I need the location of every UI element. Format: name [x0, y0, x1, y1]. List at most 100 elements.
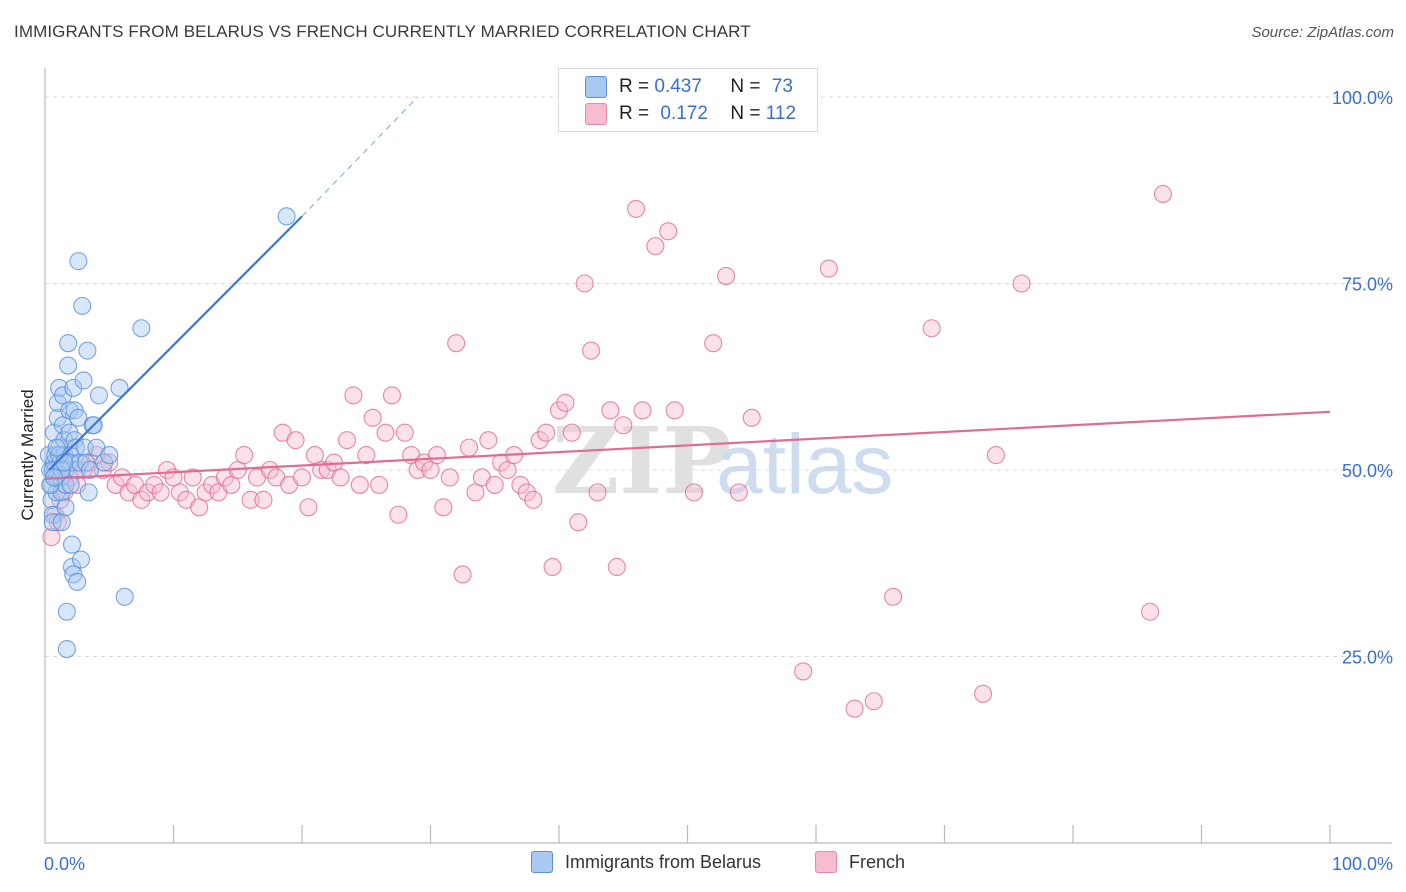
belarus-point [69, 252, 88, 271]
french-point [498, 460, 517, 480]
r-value: 0.172 [660, 102, 708, 124]
axes [44, 68, 1392, 844]
belarus-point [57, 602, 76, 621]
french-point [158, 460, 177, 480]
french-point [530, 431, 549, 450]
belarus-point [71, 550, 91, 569]
belarus-point [60, 401, 79, 420]
french-point [716, 266, 736, 286]
series-legend: Immigrants from Belarus French [0, 851, 1406, 877]
belarus-point [52, 513, 71, 532]
french-point [466, 483, 485, 502]
belarus-point [62, 535, 82, 554]
french-point [382, 386, 402, 405]
belarus-point [115, 587, 134, 606]
chart-source: Source: ZipAtlas.com [1251, 24, 1394, 41]
legend-swatch-belarus [585, 75, 607, 98]
belarus-point [64, 378, 83, 397]
french-point [222, 475, 241, 494]
french-point [337, 431, 357, 450]
french-point [601, 401, 620, 420]
belarus-point [74, 371, 93, 390]
tick-labels: 25.0% 50.0% 75.0% 100.0% 0.0% 100.0% [44, 88, 1393, 874]
french-point [453, 565, 472, 584]
french-point [434, 498, 453, 517]
stats-row-french: R = 0.172 N = 112 [559, 100, 796, 127]
french-point [170, 483, 189, 502]
french-point [190, 498, 209, 517]
french-point [100, 453, 119, 472]
french-point [588, 483, 607, 502]
n-label: N = [730, 75, 766, 97]
french-point [145, 475, 164, 494]
series-belarus-points [39, 207, 296, 659]
french-point [684, 483, 703, 502]
french-point [569, 513, 588, 532]
belarus-point [80, 460, 100, 480]
french-point [196, 483, 215, 502]
r-label: R = [619, 75, 655, 97]
legend-label-belarus: Immigrants from Belarus [565, 851, 762, 872]
french-point [1141, 602, 1160, 621]
french-point [511, 475, 530, 494]
french-point [299, 498, 318, 517]
french-point [132, 490, 151, 509]
belarus-point [65, 431, 84, 450]
legend-item-belarus[interactable]: Immigrants from Belarus [531, 851, 761, 873]
french-point [582, 341, 601, 360]
french-point [704, 334, 723, 353]
french-point [241, 490, 260, 509]
stats-legend: R = 0.437 N = 73 R = 0.172 N = 112 [558, 68, 818, 132]
stats-row-belarus: R = 0.437 N = 73 [559, 73, 793, 100]
belarus-point [73, 296, 92, 315]
french-point [42, 528, 61, 547]
y-tick-label: 75.0% [1342, 275, 1393, 295]
french-point [537, 423, 556, 442]
french-point [819, 259, 838, 278]
french-point [884, 587, 903, 606]
french-point [742, 408, 761, 427]
french-point [614, 416, 633, 435]
french-point [646, 237, 665, 256]
r-value: 0.437 [654, 75, 702, 97]
grid-lines [45, 96, 1392, 657]
french-point [556, 393, 575, 412]
belarus-point [57, 639, 76, 659]
french-point [305, 446, 324, 465]
french-point [1153, 184, 1172, 204]
french-point [260, 460, 279, 480]
french-point [864, 692, 883, 711]
french-point [1012, 274, 1031, 293]
french-point [633, 401, 652, 420]
french-point [459, 438, 479, 457]
french-point [421, 460, 440, 480]
legend-swatch-french [815, 851, 837, 873]
watermark-atlas: atlas [716, 417, 893, 511]
french-point [93, 460, 112, 480]
y-tick-label: 25.0% [1342, 648, 1393, 668]
belarus-point [78, 341, 97, 360]
french-point [395, 423, 414, 442]
belarus-point [132, 319, 151, 338]
chart-title: IMMIGRANTS FROM BELARUS VS FRENCH CURREN… [14, 22, 751, 41]
french-point [973, 684, 993, 703]
n-value: 73 [771, 75, 793, 97]
french-point [659, 222, 678, 241]
french-point [543, 557, 562, 577]
legend-item-french[interactable]: French [815, 851, 905, 873]
belarus-point [56, 498, 75, 517]
belarus-point [61, 475, 80, 494]
belarus-point [277, 207, 296, 226]
french-point [607, 557, 626, 577]
french-point [575, 274, 594, 293]
n-value: 112 [765, 102, 797, 124]
belarus-point [110, 378, 129, 397]
series-french-points [42, 184, 1172, 718]
french-point [562, 423, 581, 442]
legend-label-french: French [849, 851, 906, 872]
belarus-point [69, 408, 88, 427]
french-point [254, 490, 273, 509]
r-label: R = [619, 102, 655, 124]
y-tick-label: 100.0% [1332, 88, 1393, 108]
